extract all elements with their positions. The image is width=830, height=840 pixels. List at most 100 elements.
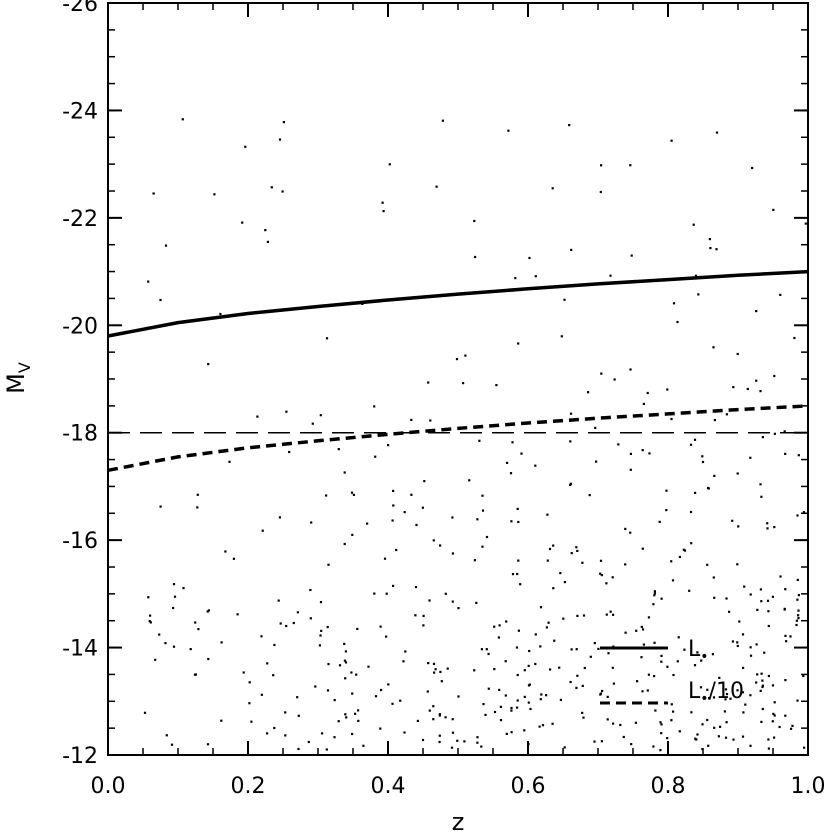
scatter-point — [345, 716, 348, 719]
scatter-point — [438, 740, 441, 744]
scatter-point — [207, 363, 210, 366]
scatter-point — [224, 550, 227, 553]
scatter-point — [248, 702, 251, 705]
scatter-point — [624, 563, 627, 566]
scatter-point — [599, 190, 602, 194]
scatter-point — [653, 594, 656, 597]
scatter-point — [569, 412, 573, 415]
scatter-point — [507, 129, 510, 132]
scatter-point — [784, 634, 787, 637]
scatter-point — [658, 520, 661, 523]
scatter-point — [404, 650, 407, 653]
scatter-point — [485, 648, 488, 651]
scatter-point — [309, 617, 312, 620]
scatter-point — [697, 293, 700, 296]
scatter-point — [172, 583, 176, 586]
scatter-point — [562, 617, 565, 620]
x-tick-label: 0.0 — [91, 774, 126, 799]
scatter-point — [432, 705, 435, 708]
legend-label-lstar-10: L•/10 — [688, 679, 744, 707]
scatter-point — [672, 302, 676, 305]
scatter-point — [474, 255, 477, 259]
scatter-point — [220, 641, 223, 644]
scatter-point — [718, 676, 721, 679]
scatter-point — [147, 596, 150, 599]
scatter-point — [783, 430, 786, 433]
scatter-point — [732, 386, 735, 389]
model-lines — [107, 269, 809, 473]
scatter-point — [725, 413, 728, 416]
scatter-point — [432, 718, 435, 721]
scatter-point — [547, 621, 550, 624]
scatter-point — [352, 493, 355, 496]
scatter-point — [539, 698, 542, 701]
scatter-point — [666, 388, 669, 391]
scatter-point — [624, 631, 627, 634]
scatter-point — [622, 735, 625, 739]
scatter-point — [158, 633, 161, 636]
scatter-point — [516, 572, 519, 576]
scatter-point — [796, 514, 799, 517]
scatter-point — [362, 744, 365, 747]
scatter-point — [659, 721, 662, 724]
scatter-point — [793, 336, 796, 340]
scatter-point — [387, 683, 390, 686]
scatter-point — [689, 510, 693, 514]
scatter-point — [797, 609, 800, 612]
scatter-point — [784, 588, 787, 591]
scatter-point — [354, 712, 357, 715]
scatter-point — [206, 743, 210, 746]
scatter-point — [493, 668, 496, 671]
scatter-point — [260, 693, 263, 696]
scatter-point — [434, 668, 437, 671]
scatter-point — [534, 662, 537, 666]
scatter-point — [773, 701, 776, 704]
scatter-point — [789, 635, 792, 638]
scatter-point — [660, 654, 663, 657]
scatter-point — [767, 624, 770, 628]
scatter-point — [640, 656, 643, 659]
scatter-point — [767, 610, 770, 613]
scatter-point — [487, 687, 490, 690]
scatter-point — [310, 521, 313, 524]
scatter-point — [351, 533, 354, 536]
scatter-point — [523, 669, 526, 672]
scatter-point — [399, 699, 402, 702]
scatter-point — [796, 598, 799, 601]
scatter-point — [588, 494, 591, 497]
scatter-point — [785, 640, 788, 643]
scatter-point — [612, 682, 615, 685]
scatter-point — [746, 387, 749, 391]
scatter-point — [446, 667, 449, 670]
legend: L• L•/10 — [600, 637, 744, 707]
scatter-point — [771, 684, 775, 687]
scatter-point — [755, 310, 758, 313]
scatter-point — [749, 593, 752, 596]
scatter-point — [498, 688, 501, 691]
scatter-point — [736, 472, 739, 475]
scatter-point — [534, 464, 537, 467]
scatter-point — [462, 382, 465, 385]
y-tick-label: -26 — [62, 0, 98, 17]
scatter-point — [427, 381, 430, 384]
scatter-point — [569, 482, 572, 485]
scatter-point — [795, 619, 798, 622]
scatter-point — [696, 733, 699, 736]
scatter-point — [600, 164, 603, 167]
scatter-point — [568, 124, 571, 127]
scatter-point — [159, 505, 162, 508]
scatter-point — [713, 474, 716, 477]
scatter-point — [499, 719, 503, 722]
scatter-point — [766, 599, 770, 602]
scatter-point — [534, 275, 537, 278]
scatter-point — [725, 597, 728, 600]
y-tick-label: -18 — [62, 422, 98, 447]
scatter-point — [690, 711, 693, 714]
scatter-point — [539, 645, 542, 648]
scatter-point — [529, 707, 532, 711]
scatter-point — [343, 642, 346, 645]
scatter-point — [319, 414, 322, 417]
scatter-point — [795, 623, 798, 627]
scatter-point — [506, 461, 509, 464]
scatter-point — [606, 695, 609, 698]
